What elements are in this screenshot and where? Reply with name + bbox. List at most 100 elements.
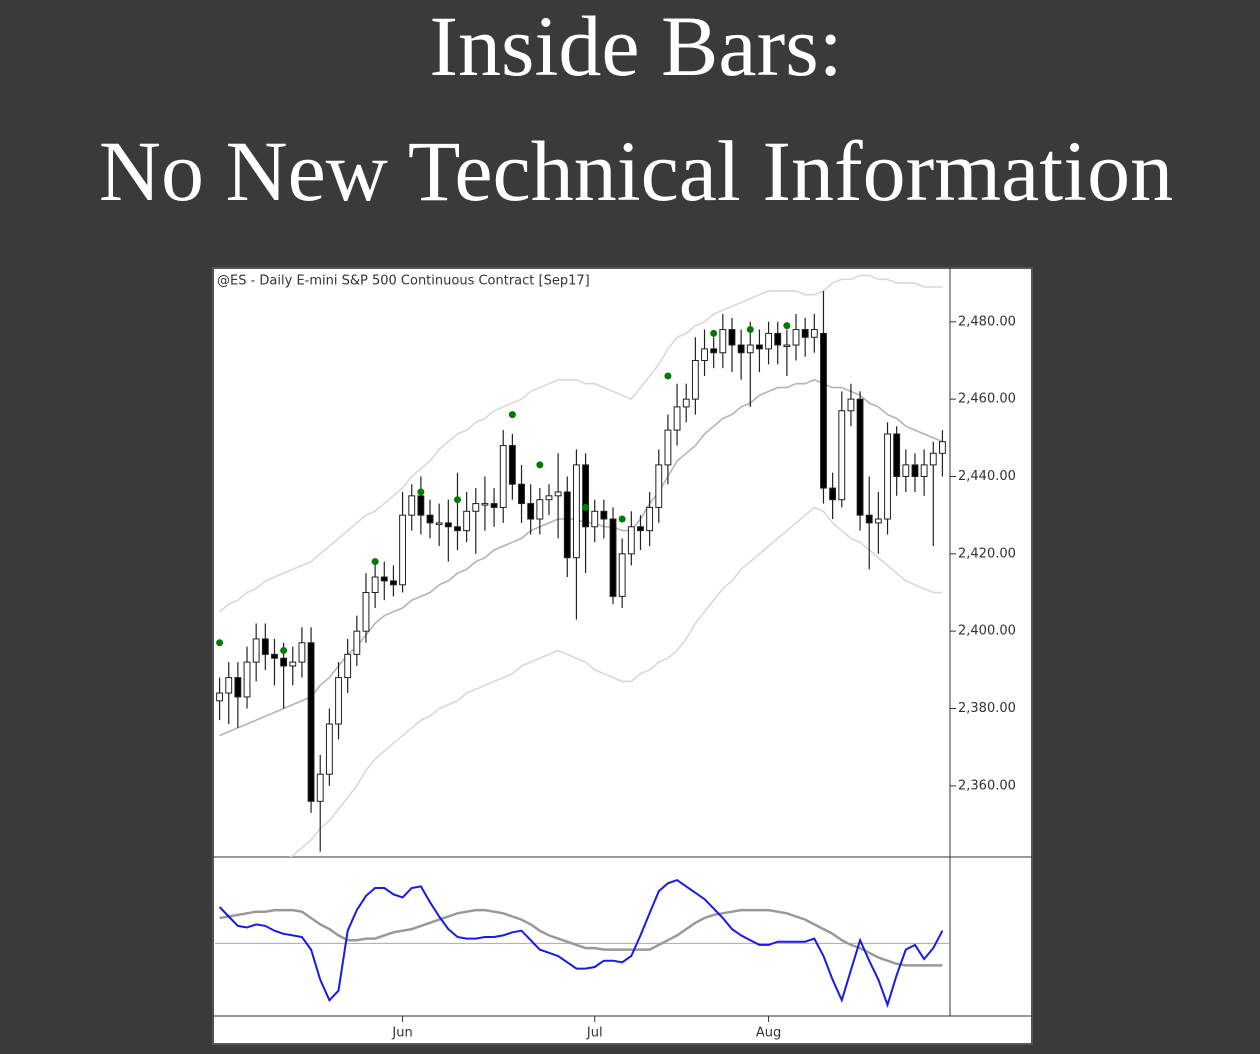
x-tick-label: Aug [756, 1026, 781, 1041]
candle-body [856, 398, 864, 516]
candle-body [252, 638, 260, 663]
candle-body [362, 592, 370, 632]
candle-body [591, 510, 599, 528]
candle-body [874, 518, 882, 524]
candle-body [289, 661, 297, 667]
candle-body [243, 661, 251, 698]
candle-body [463, 510, 471, 532]
candle-body [499, 445, 507, 508]
candle-body [344, 653, 352, 679]
candle-body [380, 576, 388, 582]
y-tick-label: 2,400.00 [958, 624, 1016, 639]
candle-body [627, 526, 635, 555]
candle-body [765, 332, 773, 350]
candle-body [536, 499, 544, 520]
candle-body [225, 677, 233, 694]
candle-body [481, 503, 489, 506]
signal-dot [508, 411, 516, 419]
candle-body [609, 518, 617, 597]
candle-body [847, 398, 855, 412]
candle-body [728, 329, 736, 346]
signal-dot [746, 326, 754, 334]
candle-body [637, 526, 644, 532]
candle-body [554, 491, 562, 497]
candle-body [810, 329, 818, 338]
candle-body [408, 495, 416, 516]
candle-body [261, 638, 269, 655]
candle-body [572, 464, 580, 559]
candle-body [820, 332, 827, 489]
signal-dot [280, 647, 288, 655]
oscillator-line [219, 908, 943, 967]
candle-body [838, 410, 846, 501]
candle-body [701, 348, 708, 361]
candle-body [527, 503, 535, 520]
band-line [289, 506, 943, 857]
oscillator-plot [215, 878, 950, 1009]
candle-body [271, 653, 278, 659]
signal-dot [710, 329, 718, 337]
oscillator-line [218, 878, 944, 1009]
signal-dot [664, 372, 672, 380]
chart-subtitle: @ES - Daily E-mini S&P 500 Continuous Co… [217, 274, 590, 289]
candle-body [600, 510, 608, 520]
candle-body [783, 344, 791, 348]
candle-body [673, 406, 681, 431]
candle-body [316, 773, 324, 802]
y-tick-label: 2,460.00 [958, 392, 1016, 407]
signal-dot [536, 461, 544, 469]
y-tick-label: 2,420.00 [958, 546, 1016, 561]
candle-body [746, 344, 754, 354]
candle-body [618, 553, 626, 597]
candle-body [792, 329, 800, 346]
candle-body [920, 464, 928, 477]
candle-body [655, 464, 663, 508]
y-tick-label: 2,440.00 [958, 469, 1016, 484]
candle-body [472, 503, 480, 512]
candle-body [426, 514, 434, 524]
candle-body [216, 692, 224, 702]
candle-body [911, 464, 919, 477]
candle-body [691, 359, 699, 400]
candle-body [508, 445, 516, 485]
candle-body [545, 495, 553, 501]
candle-body [865, 514, 873, 524]
candle-body [737, 344, 745, 354]
candle-body [490, 503, 498, 508]
candle-body [646, 506, 654, 532]
candle-body [298, 642, 306, 663]
candle-body [893, 433, 901, 477]
y-tick-label: 2,360.00 [958, 778, 1016, 793]
candle-body [829, 487, 837, 501]
axes: 2,360.00 2,380.00 2,400.00 2,420.00 2,440.00… [391, 314, 1015, 1040]
candle-body [664, 429, 672, 466]
candle-body [582, 464, 590, 528]
candle-body [774, 332, 782, 346]
slide-title: No New Technical Information [99, 123, 1173, 219]
candle-body [335, 677, 342, 725]
candle-body [801, 329, 809, 338]
candle-body [435, 522, 443, 525]
candle-body [444, 522, 452, 528]
candle-body [710, 348, 718, 354]
candle-body [884, 433, 891, 520]
price-plot [216, 274, 946, 857]
slide-title: Inside Bars: [429, 0, 842, 94]
signal-dot [453, 496, 461, 504]
signal-dot [216, 639, 224, 647]
signal-dot [371, 558, 379, 566]
candle-body [371, 576, 379, 594]
signal-dot [618, 515, 626, 523]
candle-body [399, 514, 407, 586]
candle-body [325, 723, 333, 775]
y-tick-label: 2,480.00 [958, 314, 1016, 329]
candle-body [307, 642, 315, 802]
candle-body [719, 329, 727, 354]
candle-body [563, 491, 571, 559]
candle-body [417, 495, 425, 516]
signal-dot [417, 488, 425, 496]
candle-body [353, 630, 361, 655]
candle-body [902, 464, 910, 477]
x-tick-label: Jul [586, 1026, 603, 1041]
